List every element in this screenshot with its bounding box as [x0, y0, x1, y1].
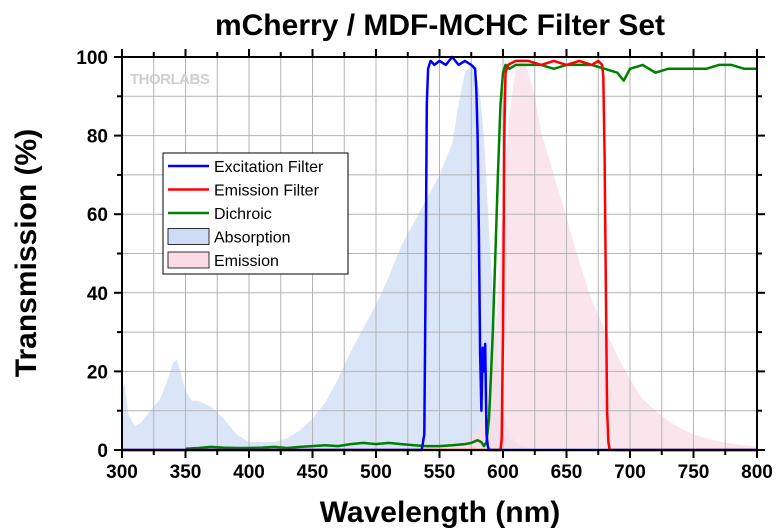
x-tick-label: 300: [106, 462, 138, 483]
y-tick-label: 100: [76, 48, 108, 69]
thorlabs-logo: THORLABS: [130, 71, 210, 88]
x-tick-label: 450: [297, 462, 329, 483]
legend-label-excitation-filter: Excitation Filter: [214, 159, 324, 176]
line-layer: [122, 55, 757, 452]
area-emission: [426, 57, 757, 450]
y-tick-label: 80: [87, 127, 108, 148]
y-tick-labels: 0 20 40 60 80 100: [76, 48, 108, 462]
legend-swatch-absorption: [167, 228, 210, 245]
area-layer: [122, 57, 757, 451]
series-dichroic: [185, 63, 757, 451]
legend-label-absorption: Absorption: [214, 230, 291, 247]
series-excitation-filter: [122, 55, 757, 452]
x-axis-label: Wavelength (nm): [320, 496, 561, 529]
legend-label-emission-filter: Emission Filter: [214, 183, 320, 200]
y-tick-label: 60: [87, 205, 108, 226]
x-tick-label: 650: [551, 462, 583, 483]
y-tick-label: 0: [97, 441, 108, 462]
area-absorption: [122, 64, 542, 451]
y-tick-label: 20: [87, 362, 108, 383]
x-tick-label: 750: [678, 462, 710, 483]
legend: Excitation Filter Emission Filter Dichroic…: [162, 152, 349, 275]
series-emission-filter: [122, 59, 757, 452]
legend-label-dichroic: Dichroic: [214, 206, 272, 223]
chart-title: mCherry / MDF-MCHC Filter Set: [215, 9, 665, 42]
y-axis-label: Transmission (%): [10, 129, 43, 377]
x-tick-label: 350: [170, 462, 202, 483]
ticks: [114, 49, 765, 458]
y-tick-label: 40: [87, 284, 108, 305]
x-tick-label: 700: [614, 462, 646, 483]
x-tick-label: 550: [424, 462, 456, 483]
x-tick-label: 400: [233, 462, 265, 483]
x-tick-label: 600: [487, 462, 519, 483]
legend-swatch-emission: [167, 251, 210, 269]
logo-text: THORLABS: [130, 71, 210, 88]
x-tick-label: 500: [360, 462, 392, 483]
legend-label-emission: Emission: [214, 253, 279, 270]
grid: [122, 57, 757, 450]
legend-items: Excitation Filter Emission Filter Dichroic…: [167, 159, 324, 270]
x-tick-labels: 300 350 400 450 500 550 600 650 700 750 800: [106, 462, 773, 483]
x-tick-label: 800: [741, 462, 773, 483]
